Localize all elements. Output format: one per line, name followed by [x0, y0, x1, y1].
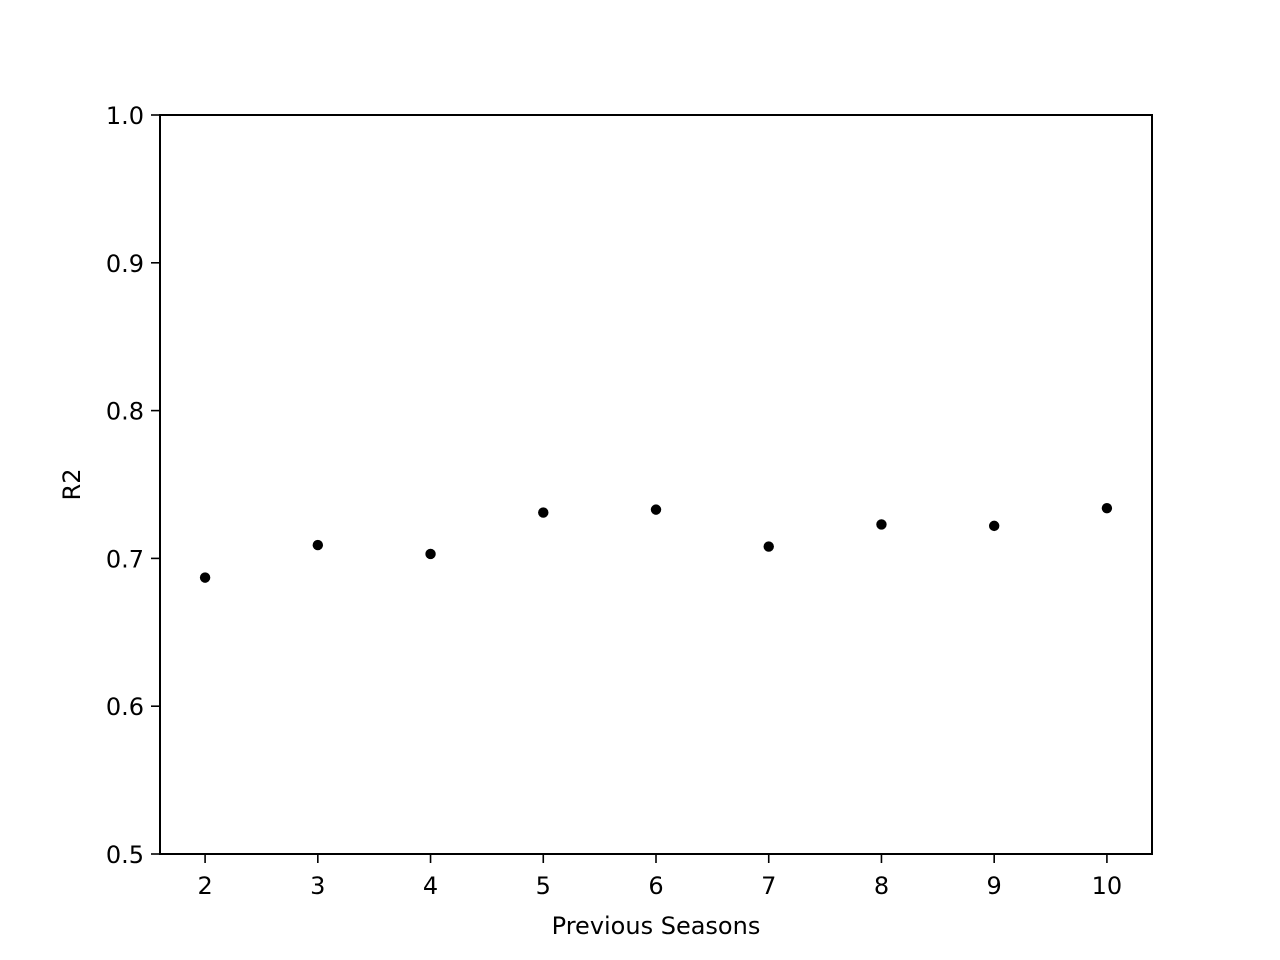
x-tick-label: 2 — [197, 872, 212, 900]
x-tick-label: 3 — [310, 872, 325, 900]
data-point — [425, 548, 436, 560]
y-tick-label: 1.0 — [106, 102, 144, 130]
y-axis-label: R2 — [58, 469, 86, 501]
x-tick-label: 5 — [536, 872, 551, 900]
y-tick-label: 0.8 — [106, 398, 144, 426]
data-points — [199, 502, 1113, 583]
x-tick-label: 7 — [761, 872, 776, 900]
x-axis-label: Previous Seasons — [552, 912, 761, 940]
x-tick-label: 10 — [1092, 872, 1123, 900]
x-tick-label: 6 — [648, 872, 663, 900]
data-point — [538, 507, 549, 518]
data-point — [199, 572, 211, 583]
data-point — [650, 504, 662, 515]
data-point — [1101, 502, 1113, 514]
x-tick-label: 8 — [874, 872, 889, 900]
y-axis-ticks: 0.5 0.6 0.7 0.8 0.9 1.0 — [106, 102, 160, 869]
data-point — [763, 541, 774, 552]
y-tick-label: 0.5 — [106, 841, 144, 869]
x-axis-ticks: 2 3 4 5 6 7 8 9 10 — [197, 854, 1122, 900]
y-tick-label: 0.7 — [106, 545, 144, 573]
data-point — [988, 520, 1000, 532]
y-tick-label: 0.6 — [106, 693, 144, 721]
plot-area-frame — [159, 114, 1153, 855]
data-point — [312, 539, 324, 551]
x-tick-label: 9 — [987, 872, 1002, 900]
y-tick-label: 0.9 — [106, 250, 144, 278]
data-point — [876, 519, 887, 530]
x-tick-label: 4 — [423, 872, 438, 900]
